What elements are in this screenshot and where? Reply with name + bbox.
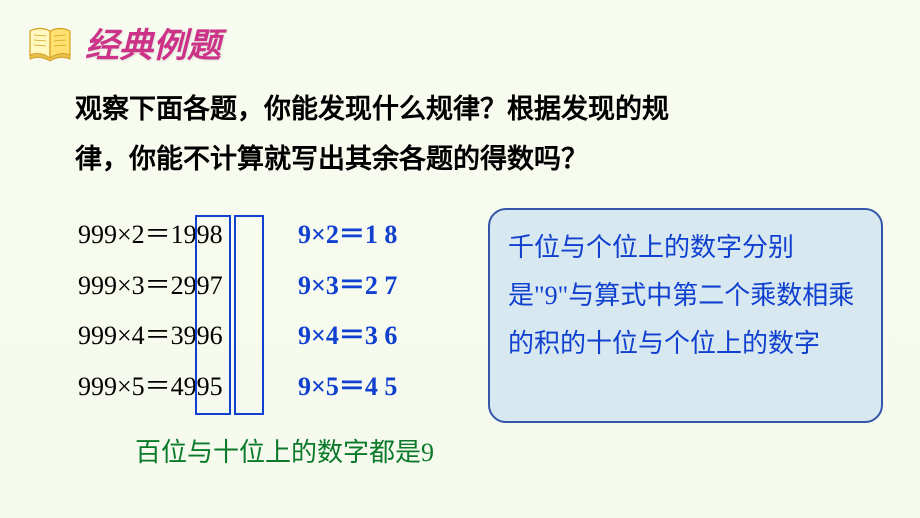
bottom-note: 百位与十位上的数字都是9 <box>135 432 434 469</box>
header-title: 经典例题 <box>85 18 221 67</box>
book-icon <box>25 23 75 63</box>
products-block: 9×2＝1 8 9×3＝2 7 9×4＝3 6 9×5＝4 5 <box>298 210 397 413</box>
question-line-2: 律，你能不计算就写出其余各题的得数吗？ <box>75 135 860 185</box>
highlight-box-middle-digits <box>195 215 231 415</box>
highlight-box-last-digit <box>234 215 264 415</box>
explanation-box: 千位与个位上的数字分别是"9"与算式中第二个乘数相乘的积的十位与个位上的数字 <box>488 208 883 423</box>
product-row: 9×2＝1 8 <box>298 210 397 261</box>
question-line-1: 观察下面各题，你能发现什么规律？根据发现的规 <box>75 85 860 135</box>
product-row: 9×5＝4 5 <box>298 362 397 413</box>
question-text: 观察下面各题，你能发现什么规律？根据发现的规 律，你能不计算就写出其余各题的得数… <box>75 85 860 185</box>
product-row: 9×3＝2 7 <box>298 261 397 312</box>
header: 经典例题 <box>25 18 221 67</box>
explanation-text: 千位与个位上的数字分别是"9"与算式中第二个乘数相乘的积的十位与个位上的数字 <box>508 233 854 358</box>
product-row: 9×4＝3 6 <box>298 311 397 362</box>
